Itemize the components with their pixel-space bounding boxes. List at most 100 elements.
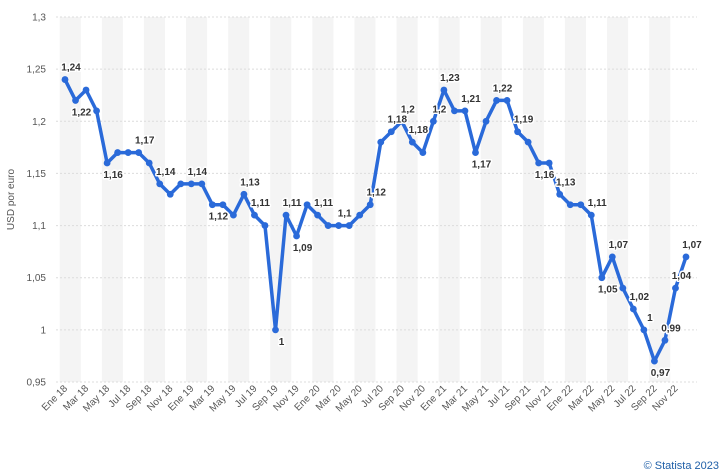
data-label: 1,17 <box>135 136 155 147</box>
data-point <box>514 128 521 136</box>
data-label: 1,24 <box>61 63 81 74</box>
data-point <box>208 201 216 209</box>
data-point <box>587 211 595 219</box>
data-point <box>303 201 311 209</box>
data-label: 1 <box>647 313 653 324</box>
data-label: 1,11 <box>251 198 270 209</box>
data-label: 1,17 <box>472 160 492 171</box>
data-point <box>661 336 669 344</box>
data-label: 1,14 <box>188 167 208 178</box>
data-label: 0,99 <box>661 323 681 334</box>
data-point <box>251 211 258 219</box>
background-band <box>312 17 334 382</box>
data-point <box>472 149 479 156</box>
data-point <box>629 305 637 313</box>
data-point <box>72 97 79 104</box>
data-point <box>598 274 606 282</box>
data-point <box>103 159 111 167</box>
data-label: 1 <box>279 337 285 348</box>
data-label: 1,11 <box>588 198 607 209</box>
data-label: 1,22 <box>72 107 92 118</box>
y-tick-label: 1,1 <box>32 221 46 232</box>
background-band <box>228 17 250 382</box>
background-band <box>522 17 544 382</box>
data-point <box>124 149 132 156</box>
data-point <box>398 117 406 125</box>
background-band <box>480 17 502 382</box>
data-point <box>219 201 227 209</box>
background-band <box>649 17 671 382</box>
data-label: 1,23 <box>440 73 460 84</box>
data-label: 1,18 <box>409 125 429 136</box>
data-label: 1,19 <box>514 115 534 126</box>
background-band <box>354 17 376 382</box>
data-point <box>261 222 269 229</box>
y-tick-label: 0,95 <box>27 378 47 389</box>
data-label: 1,22 <box>493 83 513 94</box>
background-band <box>101 17 123 382</box>
data-label: 1,11 <box>283 198 302 209</box>
data-point <box>114 149 122 156</box>
data-label: 1,05 <box>598 285 618 296</box>
data-point <box>451 107 458 115</box>
data-point <box>682 253 690 261</box>
data-point <box>93 107 100 115</box>
background-bands <box>59 17 671 382</box>
background-band <box>396 17 418 382</box>
data-point <box>314 211 322 219</box>
data-point <box>387 128 395 136</box>
data-point <box>524 138 532 146</box>
data-point <box>293 232 300 240</box>
data-point <box>61 76 69 83</box>
data-point <box>366 201 374 209</box>
data-point <box>608 253 616 261</box>
background-band <box>564 17 587 382</box>
data-label: 1,18 <box>388 115 408 126</box>
y-tick-label: 1,25 <box>27 65 47 76</box>
data-label: 1,13 <box>240 177 260 188</box>
data-point <box>356 211 364 219</box>
data-label: 1,12 <box>209 212 229 223</box>
data-point <box>324 222 332 229</box>
data-point <box>135 149 143 156</box>
y-tick-label: 1,2 <box>32 117 46 128</box>
data-label: 1,12 <box>367 188 387 199</box>
data-point <box>672 284 679 292</box>
data-point <box>82 86 90 94</box>
data-points <box>61 76 690 365</box>
y-axis-ticks: 0,95 1 1,05 1,1 1,15 1,2 1,25 1,3 <box>27 13 47 389</box>
background-band <box>186 17 208 382</box>
data-point <box>166 190 174 198</box>
y-tick-label: 1,15 <box>27 169 47 180</box>
data-point <box>461 107 469 115</box>
y-tick-label: 1,3 <box>32 13 46 24</box>
data-point <box>345 222 353 229</box>
data-point <box>545 159 553 167</box>
data-point <box>440 86 448 94</box>
data-point <box>535 159 543 167</box>
data-label: 1,21 <box>461 94 481 105</box>
data-labels: 1,241,221,161,171,14 1,141,121,131,1111,1… <box>60 61 704 381</box>
background-band <box>438 17 460 382</box>
data-point <box>619 284 627 292</box>
data-point <box>230 211 237 219</box>
background-band <box>143 17 165 382</box>
data-point <box>577 201 585 209</box>
data-point <box>640 326 648 334</box>
data-label: 1,13 <box>556 177 576 188</box>
background-band <box>59 17 81 382</box>
source-credit[interactable]: © Statista 2023 <box>643 460 719 472</box>
data-point <box>198 180 206 188</box>
data-label: 0,97 <box>651 368 671 379</box>
data-point <box>156 180 164 188</box>
data-label: 1,16 <box>103 170 123 181</box>
data-label: 1,07 <box>682 240 702 251</box>
data-point <box>177 180 185 188</box>
data-point <box>145 159 153 167</box>
data-point <box>272 326 279 334</box>
data-point <box>429 117 437 125</box>
data-label: 1,1 <box>338 209 352 220</box>
data-point <box>187 180 195 188</box>
